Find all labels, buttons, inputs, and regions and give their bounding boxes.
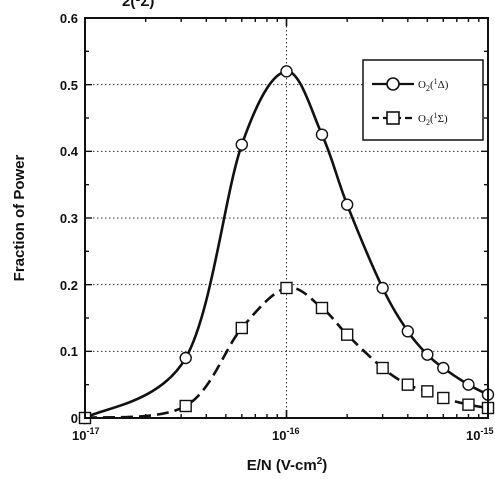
series-1-point-2 xyxy=(235,138,248,151)
series-2-point-3 xyxy=(280,281,293,295)
y-tick-label-0: 0 xyxy=(71,411,78,426)
series-1-point-3 xyxy=(280,65,293,78)
y-tick-label-2: 0.2 xyxy=(60,278,78,293)
x-tick-label-0: 10-17 xyxy=(72,426,99,443)
series-1-point-5 xyxy=(340,198,354,211)
series-1-point-8 xyxy=(421,348,434,361)
partial-header-text: 2(¹Σ) xyxy=(122,0,154,10)
series-1-point-10 xyxy=(462,378,475,391)
y-tick-label-6: 0.6 xyxy=(60,11,78,26)
series-1-point-6 xyxy=(376,281,389,295)
y-tick-label-4: 0.4 xyxy=(60,144,79,159)
series-2-point-9 xyxy=(437,391,450,405)
x-tick-label-1: 10-16 xyxy=(272,426,299,443)
series-1-point-9 xyxy=(437,361,450,375)
series-2-point-4 xyxy=(315,301,329,315)
x-tick-label-2: 10-15 xyxy=(466,426,493,443)
tick-layer xyxy=(84,17,489,419)
series-2-point-5 xyxy=(340,328,354,341)
legend-label-1: O2(1Δ) xyxy=(418,77,449,93)
legend: O2(1Δ) O2(1Σ) xyxy=(362,59,484,141)
x-tick-labels: 10-17 10-16 10-15 xyxy=(72,426,493,443)
legend-marker-2 xyxy=(386,111,400,125)
series-2-point-8 xyxy=(421,385,434,398)
series-1-point-1 xyxy=(179,351,192,365)
series-2-point-1 xyxy=(179,399,192,413)
y-tick-label-5: 0.5 xyxy=(60,78,78,93)
series-2-point-10 xyxy=(462,398,475,411)
series-1-point-7 xyxy=(401,325,415,338)
legend-box xyxy=(362,59,484,141)
y-tick-labels: 0 0.1 0.2 0.3 0.4 0.5 0.6 xyxy=(60,11,79,426)
y-tick-label-1: 0.1 xyxy=(60,344,78,359)
y-tick-label-3: 0.3 xyxy=(60,211,78,226)
series-2-point-7 xyxy=(401,378,415,391)
marker-layer xyxy=(78,65,495,425)
series-1-point-4 xyxy=(315,128,329,141)
legend-marker-1 xyxy=(386,77,400,91)
x-axis-title: E/N (V-cm2) xyxy=(247,456,328,474)
legend-label-2: O2(1Σ) xyxy=(418,111,448,127)
y-axis-title: Fraction of Power xyxy=(11,155,28,282)
series-2-point-6 xyxy=(376,361,389,375)
series-2-point-2 xyxy=(235,321,248,335)
